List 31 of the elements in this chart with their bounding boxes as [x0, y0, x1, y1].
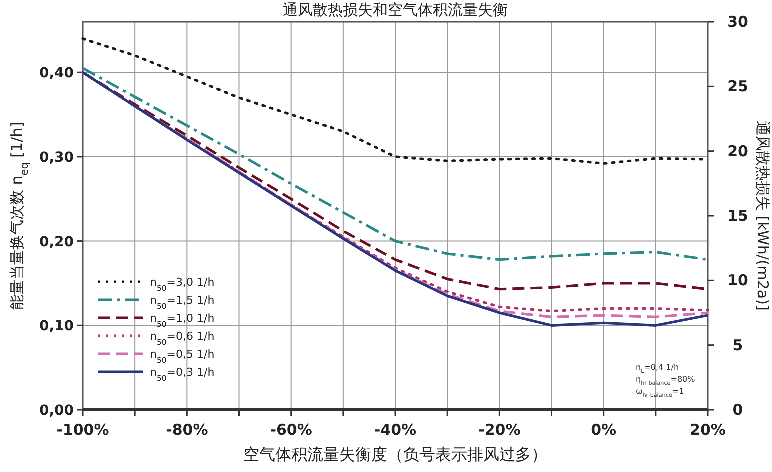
y2-tick-label: 10 — [728, 272, 748, 290]
y-tick-label: 0,00 — [39, 403, 74, 419]
y-tick-label: 0,30 — [39, 150, 74, 166]
legend-label: n$_{50}$=0,3 1/h — [150, 366, 215, 382]
x-tick-label: 0% — [591, 421, 617, 439]
x-tick-label: -40% — [374, 421, 417, 439]
legend-label: n$_{50}$=0,5 1/h — [150, 348, 215, 364]
legend-label: n$_{50}$=3,0 1/h — [150, 276, 215, 292]
chart-title: 通风散热损失和空气体积流量失衡 — [283, 1, 508, 19]
x-tick-label: -20% — [478, 421, 521, 439]
y2-tick-label: 0 — [732, 401, 744, 419]
annotation: n$_{L}$=0,4 1/h — [636, 363, 680, 375]
y2-tick-label: 20 — [728, 142, 748, 160]
x-tick-label: -80% — [166, 421, 208, 439]
x-tick-label: -100% — [56, 421, 110, 439]
y2-tick-label: 25 — [728, 78, 748, 96]
annotation: ω$_{hr balance}$=1 — [636, 387, 684, 399]
legend-label: n$_{50}$=1,5 1/h — [150, 294, 215, 310]
annotation: η$_{hr balance}$=80% — [636, 375, 696, 387]
y-tick-label: 0,40 — [39, 66, 74, 82]
y2-tick-label: 15 — [728, 207, 748, 225]
x-axis-title: 空气体积流量失衡度（负号表示排风过多） — [244, 445, 548, 464]
y-tick-label: 0,10 — [39, 318, 74, 335]
x-tick-label: 20% — [690, 421, 726, 439]
legend-label: n$_{50}$=1,0 1/h — [150, 312, 215, 328]
x-tick-label: -60% — [270, 421, 312, 439]
y2-axis-title: 通风散热损失 [kWh/(m2a)] — [754, 121, 772, 311]
y2-tick-label: 30 — [728, 13, 748, 31]
y2-tick-label: 5 — [732, 336, 744, 354]
y-tick-label: 0,20 — [39, 234, 74, 250]
legend-label: n$_{50}$=0,6 1/h — [150, 330, 215, 346]
